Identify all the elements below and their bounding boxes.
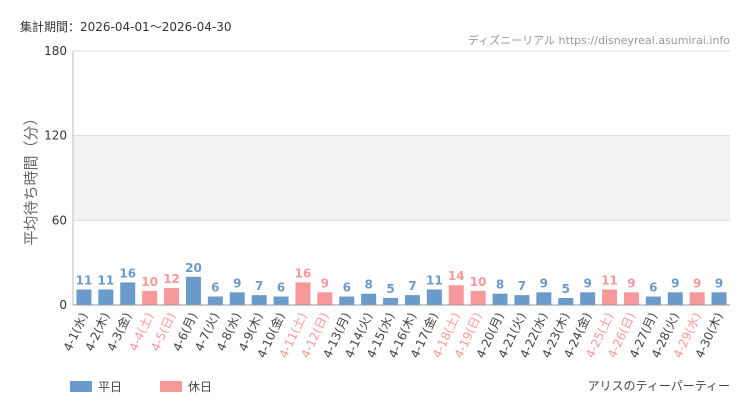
- value-label: 11: [97, 273, 114, 287]
- value-label: 6: [649, 281, 657, 295]
- bar: [339, 296, 355, 305]
- value-label: 9: [627, 276, 635, 290]
- value-label: 14: [448, 269, 465, 283]
- bar: [470, 290, 486, 305]
- value-label: 11: [426, 273, 443, 287]
- bar: [645, 296, 661, 305]
- bar: [229, 292, 245, 305]
- source: ディズニーリアル https://disneyreal.asumirai.inf…: [468, 33, 730, 47]
- value-label: 5: [562, 282, 570, 296]
- value-label: 16: [119, 266, 136, 280]
- value-label: 7: [408, 279, 416, 293]
- bar: [273, 296, 289, 305]
- period: 集計期間：2026-04-01～2026-04-30: [20, 19, 231, 34]
- value-label: 9: [693, 276, 701, 290]
- value-label: 12: [163, 272, 180, 286]
- bar: [492, 293, 508, 305]
- footer: アリスのティーパーティー: [588, 379, 730, 393]
- y-tick-label: 60: [52, 213, 67, 227]
- bar: [185, 276, 201, 305]
- y-tick-label: 0: [59, 298, 67, 312]
- bar: [383, 297, 399, 305]
- bar: [426, 289, 442, 305]
- bar: [142, 290, 158, 305]
- bar: [689, 292, 705, 305]
- value-label: 8: [364, 278, 372, 292]
- bar: [295, 282, 311, 305]
- bar: [98, 289, 114, 305]
- bar: [602, 289, 618, 305]
- legend-label: 休日: [188, 380, 212, 394]
- bar: [558, 297, 574, 305]
- value-label: 11: [76, 273, 93, 287]
- value-label: 6: [343, 281, 351, 295]
- bar: [76, 289, 92, 305]
- bar: [404, 295, 420, 305]
- bar: [536, 292, 552, 305]
- value-label: 7: [518, 279, 526, 293]
- bar: [120, 282, 136, 305]
- bar: [207, 296, 223, 305]
- value-label: 11: [601, 273, 618, 287]
- y-tick-label: 180: [44, 44, 67, 58]
- value-label: 10: [470, 275, 487, 289]
- value-label: 6: [277, 281, 285, 295]
- value-label: 16: [295, 266, 312, 280]
- bar: [361, 293, 377, 305]
- value-label: 9: [321, 276, 329, 290]
- value-label: 9: [715, 276, 723, 290]
- bar: [711, 292, 727, 305]
- value-label: 7: [255, 279, 263, 293]
- bar: [251, 295, 267, 305]
- value-label: 9: [233, 276, 241, 290]
- plot-band: [73, 135, 730, 221]
- legend-label: 平日: [98, 380, 122, 394]
- y-tick-label: 120: [44, 129, 67, 143]
- bar: [317, 292, 333, 305]
- bar: [580, 292, 596, 305]
- value-label: 8: [496, 278, 504, 292]
- bar: [164, 288, 180, 305]
- y-axis-label: 平均待ち時間（分）: [22, 110, 40, 245]
- value-label: 9: [583, 276, 591, 290]
- bar: [667, 292, 683, 305]
- value-label: 6: [211, 281, 219, 295]
- legend-swatch: [70, 381, 92, 392]
- bar: [623, 292, 639, 305]
- value-label: 5: [386, 282, 394, 296]
- legend-swatch: [160, 381, 182, 392]
- bar: [448, 285, 464, 305]
- value-label: 20: [185, 261, 202, 275]
- value-label: 9: [540, 276, 548, 290]
- value-label: 10: [141, 275, 158, 289]
- value-label: 9: [671, 276, 679, 290]
- bar: [514, 295, 530, 305]
